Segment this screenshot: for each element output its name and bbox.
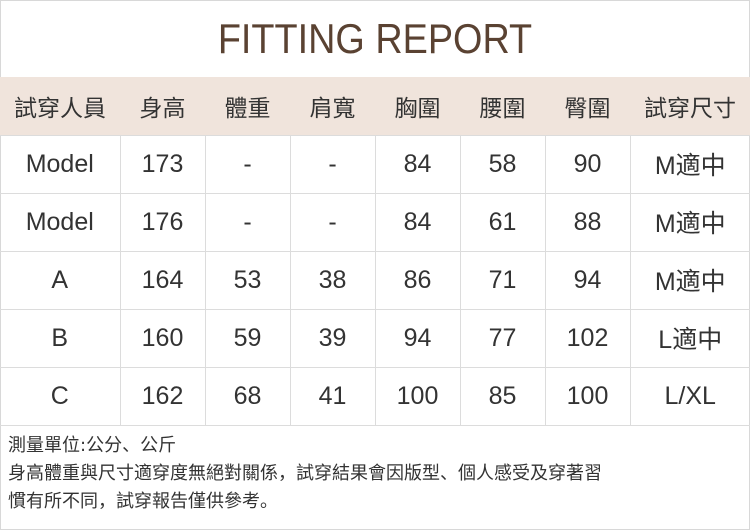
notes: 測量單位:公分、公斤 身高體重與尺寸適穿度無絕對關係，試穿結果會因版型、個人感受… <box>8 432 602 516</box>
table-cell: 41 <box>289 366 376 426</box>
table-cell: 68 <box>204 366 291 426</box>
table-cell: 53 <box>204 250 291 310</box>
table-cell: 84 <box>374 134 461 194</box>
table-cell: 77 <box>459 308 546 368</box>
fitting-table: 試穿人員 身高 體重 肩寬 胸圍 腰圍 臀圍 試穿尺寸 Model 173- -84… <box>0 77 750 426</box>
table-cell: 84 <box>374 192 461 252</box>
table-cell: - <box>289 134 376 194</box>
table-cell: 58 <box>459 134 546 194</box>
table-cell: 100 <box>374 366 461 426</box>
table-cell: 88 <box>544 192 631 252</box>
header-cell: 肩寬 <box>290 77 375 135</box>
table-cell: - <box>204 192 291 252</box>
header-row: 試穿人員 身高 體重 肩寬 胸圍 腰圍 臀圍 試穿尺寸 <box>0 77 750 135</box>
table-cell: 90 <box>544 134 631 194</box>
table-cell: 85 <box>459 366 546 426</box>
table-row: B 160 59 39 94 77 102 L適中 <box>0 308 750 368</box>
table-cell: B <box>0 308 121 368</box>
table-cell: 162 <box>119 366 206 426</box>
table-cell: 59 <box>204 308 291 368</box>
note-disclaimer-2: 慣有所不同，試穿報告僅供參考。 <box>8 491 278 512</box>
header-cell: 試穿人員 <box>0 77 120 135</box>
table-row: Model 176- -84 61 88 M適中 <box>0 192 750 252</box>
table-cell: Model <box>0 134 121 194</box>
table-cell: A <box>0 250 121 310</box>
header-cell: 身高 <box>120 77 205 135</box>
table-cell: 94 <box>374 308 461 368</box>
header-cell: 胸圍 <box>375 77 460 135</box>
table-row: C 162 68 41 100 85 100 L/XL <box>0 366 750 426</box>
table-row: A 164 53 38 86 71 94 M適中 <box>0 250 750 310</box>
table-cell: M適中 <box>629 192 750 252</box>
table-cell: 94 <box>544 250 631 310</box>
table-cell: 102 <box>544 308 631 368</box>
table-cell: 160 <box>119 308 206 368</box>
report-title: FITTING REPORT <box>217 14 533 62</box>
header-cell: 臀圍 <box>545 77 630 135</box>
table-cell: 86 <box>374 250 461 310</box>
table-cell: 61 <box>459 192 546 252</box>
table-cell: C <box>0 366 121 426</box>
table-cell: 164 <box>119 250 206 310</box>
table-row: Model 173- -84 58 90 M適中 <box>0 134 750 194</box>
note-unit: 測量單位:公分、公斤 <box>8 435 177 456</box>
table-cell: M適中 <box>629 250 750 310</box>
header-cell: 腰圍 <box>460 77 545 135</box>
note-disclaimer-1: 身高體重與尺寸適穿度無絕對關係，試穿結果會因版型、個人感受及穿著習 <box>8 463 602 484</box>
header-cell: 試穿尺寸 <box>630 77 750 135</box>
table-cell: L適中 <box>629 308 750 368</box>
table-cell: L/XL <box>629 366 750 426</box>
table-cell: 39 <box>289 308 376 368</box>
table-cell: - <box>289 192 376 252</box>
table-cell: M適中 <box>629 134 750 194</box>
table-cell: - <box>204 134 291 194</box>
table-cell: 71 <box>459 250 546 310</box>
table-cell: 38 <box>289 250 376 310</box>
table-cell: Model <box>0 192 121 252</box>
table-cell: 173 <box>119 134 206 194</box>
header-cell: 體重 <box>205 77 290 135</box>
table-cell: 176 <box>119 192 206 252</box>
table-cell: 100 <box>544 366 631 426</box>
